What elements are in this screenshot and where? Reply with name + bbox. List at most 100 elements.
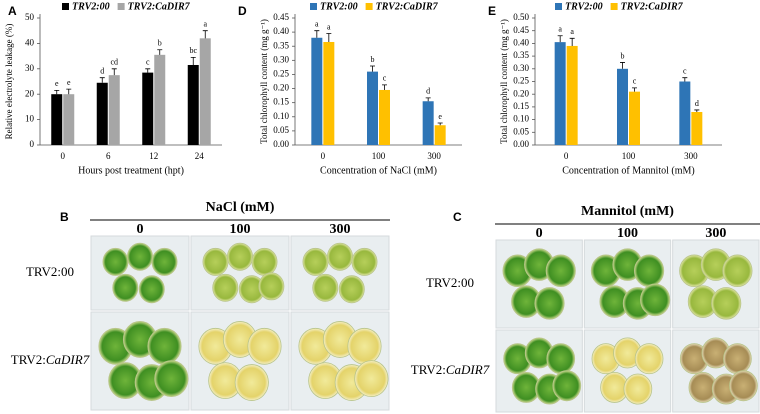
y-tick-label: 50	[25, 12, 35, 22]
bar	[554, 42, 566, 145]
error-bar	[145, 68, 151, 73]
significance-letter: c	[683, 67, 687, 76]
bar	[154, 54, 166, 145]
leaf-disc	[729, 370, 758, 402]
bar	[108, 75, 120, 145]
error-bar	[569, 37, 575, 46]
legend-label: TRV2:00	[320, 1, 358, 12]
y-tick-label: 0.45	[513, 25, 529, 35]
error-bar	[632, 87, 637, 92]
leaf-disc	[338, 275, 365, 304]
y-tick-label: 10	[25, 114, 35, 124]
row-label-italic: CaDIR7	[446, 362, 490, 377]
error-bar	[157, 49, 163, 55]
y-tick-label: 0.25	[273, 69, 289, 79]
leaf-disc	[151, 247, 178, 276]
significance-letter: d	[695, 99, 699, 108]
leaf-disc	[534, 287, 565, 320]
y-tick-label: 0.00	[513, 139, 529, 149]
legend-label: TRV2:CaDIR7	[621, 1, 684, 12]
leaf-disc	[302, 247, 329, 276]
legend-swatch	[310, 3, 317, 10]
bar	[311, 37, 323, 145]
row-label-text: TRV2:	[411, 362, 446, 377]
error-bar	[314, 30, 320, 38]
row-label: TRV2:CaDIR7	[411, 362, 490, 377]
leaf-disc	[258, 272, 285, 301]
bar	[617, 68, 628, 145]
x-tick-label: 0	[321, 151, 326, 161]
bar	[323, 41, 335, 145]
x-tick-label: 0	[61, 151, 66, 161]
legend-swatch	[610, 3, 618, 10]
panel-label: C	[453, 210, 462, 224]
bar	[199, 38, 211, 145]
leaf-disc	[354, 360, 389, 398]
panel-label: A	[8, 4, 17, 18]
significance-letter: e	[438, 112, 442, 121]
row-label: TRV2:CaDIR7	[11, 352, 90, 367]
y-tick-label: 0.30	[513, 63, 529, 73]
leaf-disc	[102, 247, 129, 276]
significance-letter: b	[158, 39, 162, 48]
leaf-disc	[545, 254, 576, 288]
leaf-disc	[112, 273, 139, 302]
y-tick-label: 0.00	[273, 139, 289, 149]
bar	[691, 111, 703, 145]
x-axis-label: Concentration of NaCl (mM)	[320, 165, 437, 176]
leaf-disc	[127, 242, 153, 271]
panel-label: B	[60, 210, 69, 224]
x-axis-label: Concentration of Mannitol (mM)	[562, 165, 694, 176]
x-tick-label: 300	[684, 151, 698, 161]
leaf-disc	[212, 273, 239, 302]
y-tick-label: 0.40	[513, 37, 529, 47]
leaf-disc	[623, 373, 653, 405]
x-tick-label: 6	[106, 151, 111, 161]
y-tick-label: 0.20	[273, 83, 289, 93]
bar	[187, 64, 199, 145]
y-tick-label: 0.05	[513, 126, 529, 136]
leaf-disc	[351, 247, 378, 276]
error-bar	[66, 88, 72, 95]
y-tick-label: 0.15	[273, 97, 289, 107]
error-bar	[682, 77, 688, 82]
legend-label: TRV2:CaDIR7	[128, 1, 191, 12]
error-bar	[190, 56, 196, 65]
y-tick-label: 0.15	[513, 101, 529, 111]
legend-swatch	[555, 3, 562, 10]
y-tick-label: 0.50	[513, 12, 529, 22]
bar	[434, 125, 446, 145]
bar	[422, 101, 434, 145]
leaf-disc	[147, 327, 182, 365]
column-label: 0	[536, 226, 543, 241]
error-bar	[370, 65, 375, 72]
significance-letter: b	[371, 55, 375, 64]
significance-letter: a	[558, 25, 562, 34]
error-bar	[382, 84, 387, 90]
column-label: 100	[617, 226, 638, 241]
significance-letter: a	[315, 20, 319, 29]
bar	[367, 71, 378, 145]
y-tick-label: 40	[25, 37, 35, 47]
significance-letter: c	[633, 77, 637, 86]
y-tick-label: 20	[25, 88, 35, 98]
panel-label: D	[238, 4, 247, 18]
bar	[679, 81, 691, 145]
error-bar	[425, 97, 431, 102]
error-bar	[54, 89, 60, 95]
legend-swatch	[62, 3, 69, 10]
panel-label: E	[488, 4, 496, 18]
leaf-disc	[640, 283, 671, 317]
panel-title: NaCl (mM)	[206, 200, 275, 215]
x-tick-label: 0	[564, 151, 569, 161]
x-tick-label: 12	[149, 151, 158, 161]
y-tick-label: 0.10	[513, 114, 529, 124]
y-tick-label: 0.25	[513, 76, 529, 86]
legend-label: TRV2:CaDIR7	[376, 1, 439, 12]
x-tick-label: 100	[622, 151, 636, 161]
column-label: 100	[230, 222, 251, 237]
significance-letter: d	[100, 67, 104, 76]
leaf-disc	[722, 254, 753, 288]
leaf-disc	[202, 247, 229, 276]
